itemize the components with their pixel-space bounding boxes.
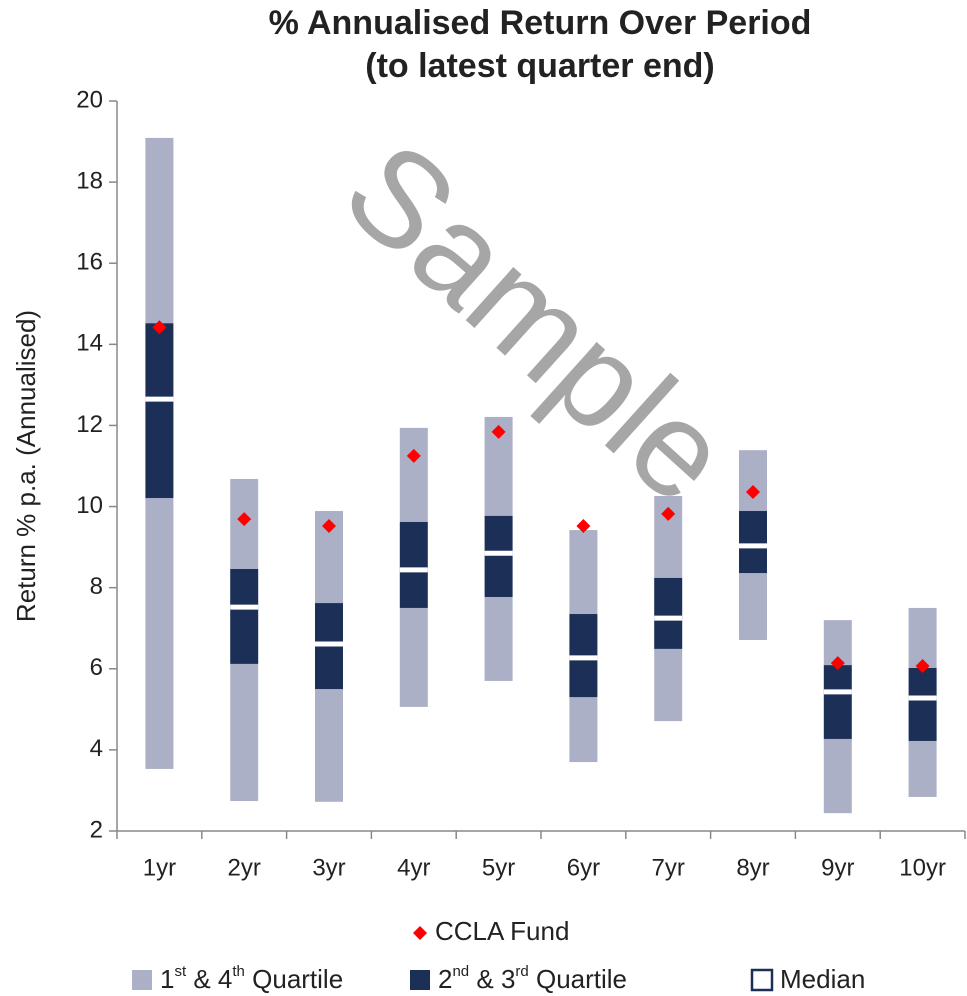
watermark: Sample: [317, 113, 758, 531]
fund-marker: [661, 506, 676, 521]
fund-marker: [491, 424, 506, 439]
fund-marker: [322, 519, 336, 534]
x-tick-label: 5yr: [482, 854, 515, 881]
third-quartile: [399, 521, 428, 570]
fund-marker: [830, 656, 845, 671]
chart-title: (to latest quarter end): [365, 47, 714, 85]
x-tick-label: 8yr: [736, 854, 769, 881]
x-tick-label: 4yr: [397, 854, 430, 881]
fund-marker: [152, 320, 167, 335]
lower-quartile: [484, 596, 513, 681]
x-tick-label: 1yr: [143, 854, 176, 881]
legend-marker: [413, 926, 427, 940]
lower-quartile: [315, 689, 343, 802]
x-tick-label: 3yr: [312, 854, 345, 881]
x-tick-label: 6yr: [567, 854, 600, 881]
fund-marker: [406, 448, 421, 463]
lower-quartile: [569, 697, 598, 763]
third-quartile: [654, 577, 683, 619]
second-quartile: [399, 569, 428, 608]
third-quartile: [315, 603, 343, 645]
third-quartile: [908, 667, 937, 698]
y-tick-label: 4: [90, 735, 103, 762]
x-tick-label: 10yr: [899, 854, 946, 881]
second-quartile: [230, 607, 259, 664]
second-quartile: [569, 657, 598, 698]
legend-label: Median: [780, 964, 865, 994]
second-quartile: [145, 399, 174, 499]
lower-quartile: [230, 663, 259, 801]
legend-label: 1st & 4th Quartile: [160, 963, 343, 993]
fund-marker: [576, 519, 591, 534]
second-quartile: [484, 553, 513, 597]
second-quartile: [823, 691, 852, 739]
fund-marker: [915, 658, 930, 673]
third-quartile: [230, 569, 259, 608]
lower-quartile: [399, 607, 428, 707]
y-tick-label: 12: [76, 411, 103, 438]
chart-title: % Annualised Return Over Period: [269, 4, 812, 42]
y-tick-label: 8: [90, 573, 103, 600]
legend-swatch: [410, 970, 430, 990]
second-quartile: [908, 697, 937, 741]
upper-quartile: [908, 607, 937, 668]
second-quartile: [739, 545, 767, 574]
lower-quartile: [908, 740, 937, 797]
legend-swatch: [750, 968, 774, 992]
y-tick-label: 18: [76, 167, 103, 194]
legend-label: 2nd & 3rd Quartile: [438, 963, 627, 993]
third-quartile: [739, 511, 767, 546]
x-tick-label: 2yr: [228, 854, 261, 881]
lower-quartile: [739, 573, 767, 640]
lower-quartile: [145, 498, 174, 769]
second-quartile: [654, 618, 683, 649]
fund-marker: [746, 484, 760, 499]
x-tick-label: 9yr: [821, 854, 854, 881]
upper-quartile: [399, 427, 428, 522]
lower-quartile: [823, 738, 852, 814]
y-tick-label: 16: [76, 249, 103, 276]
upper-quartile: [145, 137, 174, 324]
third-quartile: [145, 323, 174, 400]
y-tick-label: 14: [76, 330, 103, 357]
y-tick-label: 10: [76, 492, 103, 519]
fund-marker: [237, 512, 252, 527]
upper-quartile: [569, 530, 598, 615]
x-tick-label: 7yr: [652, 854, 685, 881]
lower-quartile: [654, 648, 683, 722]
y-tick-label: 2: [90, 816, 103, 843]
y-axis-label: Return % p.a. (Annualised): [11, 310, 41, 622]
third-quartile: [484, 515, 513, 554]
y-tick-label: 6: [90, 654, 103, 681]
second-quartile: [315, 644, 343, 690]
upper-quartile: [739, 450, 767, 512]
legend-label: CCLA Fund: [435, 916, 569, 946]
legend-swatch: [132, 970, 152, 990]
y-tick-label: 20: [76, 86, 103, 113]
third-quartile: [569, 614, 598, 658]
